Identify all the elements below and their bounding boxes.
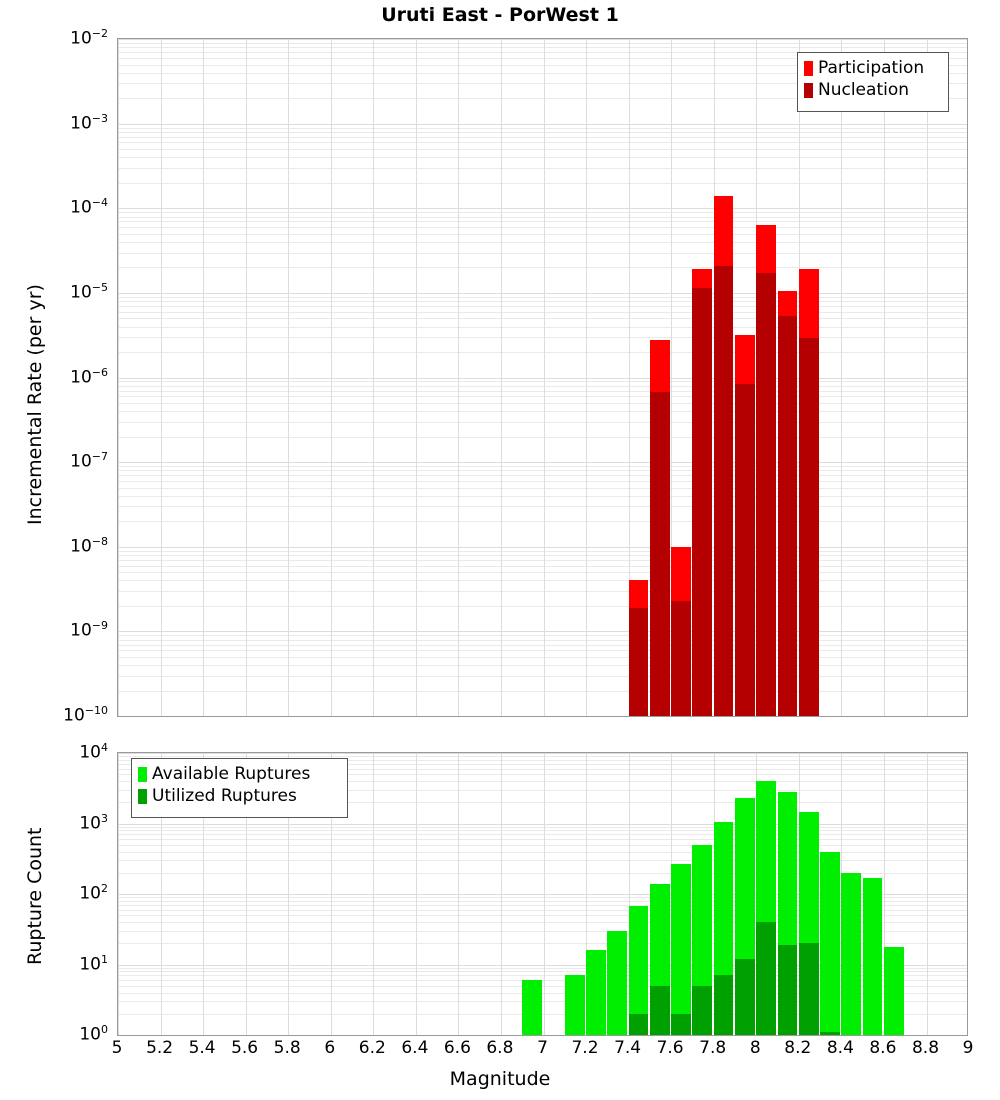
bar <box>671 753 691 1035</box>
bar-segment-inner <box>799 943 819 1035</box>
y-tick-label: 104 <box>34 741 108 763</box>
bar-segment-inner <box>714 266 734 716</box>
participation-swatch <box>804 61 813 76</box>
bottom-legend: Available Ruptures Utilized Ruptures <box>131 758 348 818</box>
bar-segment-inner <box>756 922 776 1035</box>
bar-segment-outer <box>671 864 691 1035</box>
bar <box>863 753 883 1035</box>
y-tick-label: 10−3 <box>34 112 108 134</box>
incremental-rate-plot <box>117 38 968 717</box>
bar-segment-outer <box>565 975 585 1035</box>
bar-segment-outer <box>607 931 627 1035</box>
bar-segment-outer <box>522 980 542 1035</box>
bar-segment-inner <box>692 288 712 716</box>
bar <box>607 753 627 1035</box>
legend-item-available-ruptures: Available Ruptures <box>138 763 340 785</box>
y-tick-label: 10−2 <box>34 27 108 49</box>
bar <box>735 39 755 716</box>
utilized-ruptures-swatch <box>138 789 147 804</box>
bar <box>756 753 776 1035</box>
bar <box>629 753 649 1035</box>
legend-label: Nucleation <box>818 82 909 99</box>
top-y-axis-title: Incremental Rate (per yr) <box>24 284 46 525</box>
y-tick-label: 10−10 <box>34 704 108 726</box>
y-tick-label: 10−8 <box>34 535 108 557</box>
bar-segment-inner <box>756 273 776 716</box>
bar <box>650 39 670 716</box>
bar <box>671 39 691 716</box>
bar-segment-inner <box>629 1014 649 1035</box>
bar <box>692 39 712 716</box>
bar <box>650 753 670 1035</box>
x-axis-title: Magnitude <box>0 1068 1000 1090</box>
bar-segment-inner <box>778 316 798 717</box>
bar-segment-inner <box>735 384 755 717</box>
bar <box>586 753 606 1035</box>
bar <box>522 753 542 1035</box>
x-tick-label: 9 <box>938 1038 998 1058</box>
bar <box>799 39 819 716</box>
bar <box>799 753 819 1035</box>
bar-segment-inner <box>692 986 712 1035</box>
page-title: Uruti East - PorWest 1 <box>0 4 1000 26</box>
bar-segment-inner <box>778 945 798 1035</box>
nucleation-swatch <box>804 83 813 98</box>
bar <box>565 753 585 1035</box>
bar-segment-outer <box>863 878 883 1035</box>
bar-segment-inner <box>799 338 819 716</box>
legend-item-nucleation: Nucleation <box>804 79 941 101</box>
bar-segment-outer <box>586 950 606 1035</box>
bar <box>841 753 861 1035</box>
bar <box>629 39 649 716</box>
legend-label: Utilized Ruptures <box>152 788 297 805</box>
bar-segment-outer <box>841 873 861 1035</box>
bottom-y-axis-title: Rupture Count <box>24 828 46 966</box>
y-tick-label: 10−9 <box>34 619 108 641</box>
bar-segment-inner <box>820 1032 840 1035</box>
bar-segment-inner <box>714 975 734 1035</box>
bar-segment-inner <box>629 608 649 716</box>
bar <box>756 39 776 716</box>
bar-segment-inner <box>671 1014 691 1035</box>
y-tick-label: 10−4 <box>34 196 108 218</box>
legend-label: Available Ruptures <box>152 766 310 783</box>
bar-segment-outer <box>884 947 904 1036</box>
chart-page: Uruti East - PorWest 1 10−210−310−410−51… <box>0 0 1000 1100</box>
bar <box>714 753 734 1035</box>
legend-item-utilized-ruptures: Utilized Ruptures <box>138 785 340 807</box>
bar <box>692 753 712 1035</box>
bar-segment-inner <box>671 601 691 716</box>
top-bars <box>118 39 967 716</box>
bar <box>884 753 904 1035</box>
bar <box>778 753 798 1035</box>
bar <box>714 39 734 716</box>
bar <box>820 753 840 1035</box>
bar <box>778 39 798 716</box>
top-legend: Participation Nucleation <box>797 52 949 112</box>
bar-segment-inner <box>650 986 670 1035</box>
legend-item-participation: Participation <box>804 57 941 79</box>
bar-segment-outer <box>820 852 840 1035</box>
bar-segment-inner <box>735 959 755 1035</box>
bar <box>735 753 755 1035</box>
available-ruptures-swatch <box>138 767 147 782</box>
legend-label: Participation <box>818 60 924 77</box>
bar-segment-inner <box>650 392 670 716</box>
